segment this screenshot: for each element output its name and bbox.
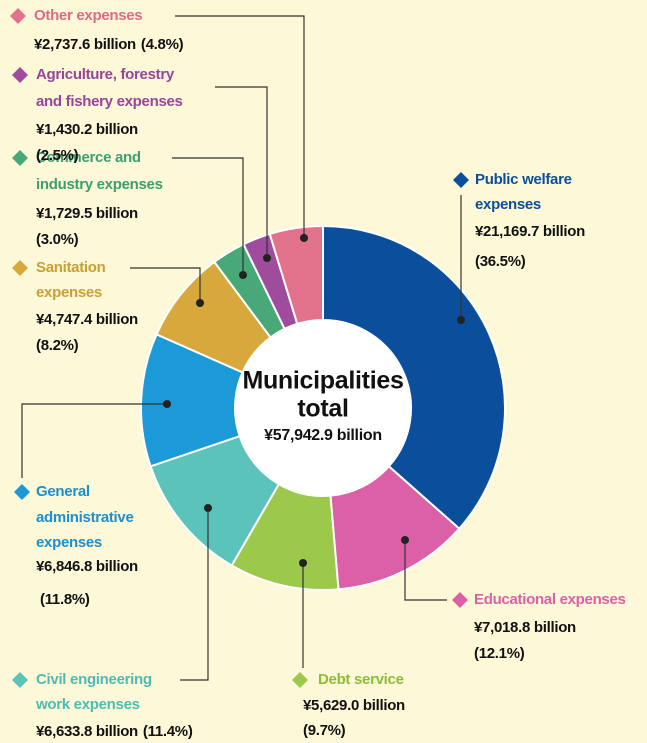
category-label: Debt service <box>318 671 404 688</box>
percent-label: (9.7%) <box>303 722 346 739</box>
category-label: Sanitation <box>36 259 106 276</box>
leader-line <box>130 267 201 303</box>
category-label: Agriculture, forestry <box>36 66 175 83</box>
percent-label: (8.2%) <box>36 337 79 354</box>
value-label: ¥6,846.8 billion <box>36 558 138 575</box>
category-label: expenses <box>36 534 102 551</box>
leader-dot <box>163 400 171 408</box>
percent-label: (4.8%) <box>141 36 184 53</box>
category-label: Other expenses <box>34 7 142 24</box>
leader-line <box>172 157 244 275</box>
value-label-line: ¥2,737.6 billion (4.8%) <box>34 36 184 53</box>
center-total: ¥57,942.9 billion <box>264 427 382 444</box>
legend-diamond <box>453 172 469 188</box>
value-label: ¥7,018.8 billion <box>474 619 576 636</box>
category-label: Commerce and <box>36 149 141 166</box>
leader-dot <box>204 504 212 512</box>
value-label: ¥6,633.8 billion <box>36 723 138 740</box>
category-label: Educational expenses <box>474 591 626 608</box>
leader-line <box>215 86 268 258</box>
value-label: ¥5,629.0 billion <box>303 697 405 714</box>
category-label: Civil engineering <box>36 671 152 688</box>
legend-diamond <box>10 8 26 24</box>
value-label: ¥4,747.4 billion <box>36 311 138 328</box>
leader-line <box>404 540 447 601</box>
legend-diamond <box>12 672 28 688</box>
legend-diamond <box>12 67 28 83</box>
category-label: and fishery expenses <box>36 93 183 110</box>
leader-line <box>180 508 209 681</box>
percent-label: (36.5%) <box>475 253 526 270</box>
percent-label: (11.8%) <box>40 591 90 608</box>
legend-diamond <box>292 672 308 688</box>
category-label: expenses <box>36 284 102 301</box>
leader-lines <box>21 15 462 681</box>
leader-dot <box>300 234 308 242</box>
leader-dot <box>196 299 204 307</box>
leader-dot <box>263 254 271 262</box>
leader-dot <box>239 271 247 279</box>
category-label: administrative <box>36 509 134 526</box>
percent-label: (3.0%) <box>36 231 79 248</box>
leader-dot <box>457 316 465 324</box>
center-circle <box>236 321 410 495</box>
leader-line <box>175 15 305 238</box>
category-label: expenses <box>475 196 541 213</box>
center-label: Municipalities <box>242 367 403 395</box>
legend-diamond <box>452 592 468 608</box>
category-label: industry expenses <box>36 176 163 193</box>
legend-diamond <box>12 260 28 276</box>
donut-segment <box>268 224 324 326</box>
value-label: ¥21,169.7 billion <box>475 223 585 240</box>
percent-label: (11.4%) <box>143 723 193 740</box>
donut-segment <box>322 224 506 531</box>
category-label: General <box>36 483 90 500</box>
segments <box>140 224 506 591</box>
center-label: total <box>297 395 348 423</box>
value-label: ¥2,737.6 billion <box>34 36 136 53</box>
legend-diamond <box>12 150 28 166</box>
leader-dot <box>401 536 409 544</box>
leader-line <box>21 403 167 478</box>
value-label: ¥1,430.2 billion <box>36 121 138 138</box>
value-label-line: ¥6,633.8 billion (11.4%) <box>36 723 193 740</box>
percent-label: (12.1%) <box>474 645 525 662</box>
category-label: Public welfare <box>475 171 572 188</box>
percent-label: (2.5%) <box>36 147 79 164</box>
category-label: work expenses <box>35 696 140 713</box>
value-label: ¥1,729.5 billion <box>36 205 138 222</box>
leader-dot <box>299 559 307 567</box>
legend-diamond <box>14 484 30 500</box>
